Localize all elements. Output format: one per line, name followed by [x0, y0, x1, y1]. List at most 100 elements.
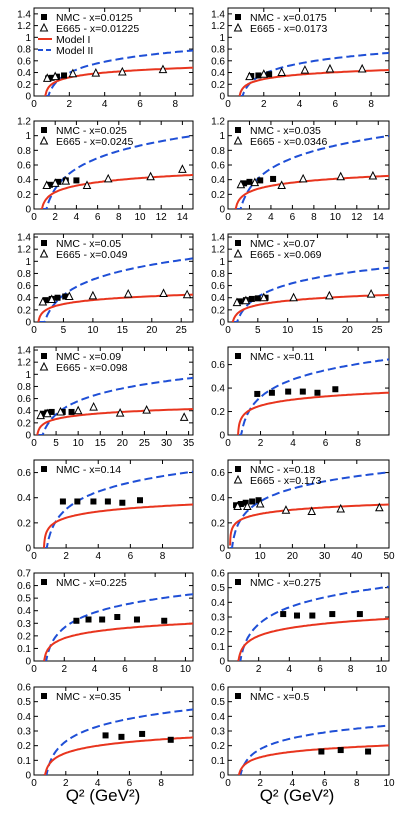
x-tick-label: 6	[95, 212, 101, 223]
nmc-point	[246, 178, 253, 185]
y-tick-label: 1.4	[17, 233, 31, 244]
e665-point	[233, 501, 242, 511]
nmc-point	[102, 732, 109, 739]
y-tick-label: 0.8	[211, 45, 225, 56]
y-tick-label: 0.4	[211, 68, 225, 79]
nmc-point	[254, 295, 261, 302]
x-tick-label: 2	[52, 212, 58, 223]
y-tick-label: 0.1	[17, 756, 31, 767]
e665-point	[146, 171, 155, 181]
nmc-point	[270, 175, 277, 182]
x-tick-label: 4	[290, 438, 296, 449]
e665-point	[375, 502, 384, 512]
y-tick-label: 1	[25, 131, 31, 142]
y-tick-label: 0.1	[17, 644, 31, 655]
y-tick-label: 1.4	[17, 346, 31, 357]
x-tick-label: 4	[74, 212, 80, 223]
e665-point	[42, 73, 52, 82]
y-tick-label: 0.4	[211, 493, 225, 504]
y-tick-label: 0.5	[211, 697, 225, 708]
x-tick-label: 2	[63, 778, 69, 789]
plot-frame	[33, 572, 194, 662]
y-tick-label: 0.5	[17, 697, 31, 708]
e665-point	[73, 405, 83, 415]
legend-e665-marker	[39, 248, 49, 258]
legend-e665-label: E665 - x=0.0346	[250, 136, 328, 148]
x-tick-label: 4	[102, 99, 108, 110]
y-tick-label: 1.4	[211, 233, 225, 244]
model-ii-curve	[37, 257, 193, 322]
model-i-curve	[234, 174, 389, 209]
x-axis-title-right: Q² (GeV²)	[259, 786, 335, 805]
nmc-point	[356, 611, 363, 618]
y-tick-label: 0.6	[211, 468, 225, 479]
x-tick-label: 10	[376, 664, 388, 675]
y-tick-label: 0.2	[211, 80, 225, 91]
panel-1: 0 2 4 6 8 00.20.40.60.811.21.4 NMC - x=0.0125E…	[17, 7, 194, 110]
model-ii-curve	[40, 134, 193, 209]
y-tick-label: 0.2	[17, 190, 31, 201]
model-ii-curve	[44, 49, 193, 96]
y-tick-label: 0	[219, 431, 225, 442]
x-tick-label: 30	[161, 438, 173, 449]
x-tick-label: 2	[258, 438, 264, 449]
y-tick-label: 1.4	[211, 9, 225, 20]
legend-e665-marker	[39, 361, 49, 371]
x-tick-label: 4	[287, 664, 293, 675]
e665-point	[65, 291, 74, 301]
e665-point	[123, 288, 133, 298]
legend-nmc-marker	[41, 579, 47, 585]
nmc-point	[48, 408, 55, 415]
x-tick-label: 15	[117, 325, 129, 336]
e665-point	[336, 171, 346, 181]
model-i-curve	[238, 69, 389, 96]
nmc-point	[133, 616, 140, 623]
x-tick-label: 8	[158, 778, 164, 789]
e665-point	[89, 401, 98, 411]
y-tick-label: 0.2	[211, 305, 225, 316]
x-tick-label: 8	[116, 212, 122, 223]
model-i-curve	[237, 617, 389, 661]
x-tick-label: 25	[372, 325, 384, 336]
y-tick-label: 1	[219, 33, 225, 44]
x-tick-label: 0	[225, 664, 231, 675]
nmc-point	[257, 177, 264, 184]
x-tick-label: 0	[225, 438, 231, 449]
x-tick-label: 6	[128, 551, 134, 562]
y-tick-label: 0.6	[211, 161, 225, 172]
nmc-point	[55, 178, 62, 185]
model-ii-curve	[238, 51, 389, 96]
nmc-point	[299, 388, 306, 395]
nmc-point	[241, 180, 248, 187]
x-tick-label: 0	[31, 325, 37, 336]
y-tick-label: 0.6	[211, 360, 225, 371]
legend-e665-label: E665 - x=0.098	[56, 362, 128, 374]
e665-point	[307, 506, 317, 516]
y-tick-label: 0	[219, 544, 225, 555]
x-tick-label: 0	[225, 778, 231, 789]
legend-nmc-label: NMC - x=0.035	[250, 125, 321, 137]
y-tick-label: 0.3	[17, 619, 31, 630]
x-tick-label: 0	[31, 664, 37, 675]
nmc-point	[332, 386, 339, 393]
x-tick-label: 14	[373, 212, 385, 223]
y-tick-label: 1.2	[17, 245, 31, 256]
nmc-point	[255, 497, 262, 504]
legend-nmc-label: NMC - x=0.275	[250, 577, 321, 589]
y-tick-label: 1	[25, 257, 31, 268]
x-tick-label: 8	[354, 778, 360, 789]
y-tick-label: 0.6	[17, 468, 31, 479]
legend-nmc-marker	[235, 127, 241, 133]
y-tick-label: 0.8	[17, 269, 31, 280]
e665-point	[281, 505, 291, 514]
y-tick-label: 0.6	[17, 56, 31, 67]
legend-nmc-marker	[235, 693, 241, 699]
nmc-point	[365, 748, 372, 755]
x-tick-label: 12	[351, 212, 363, 223]
y-tick-label: 0.4	[17, 606, 31, 617]
y-tick-label: 0	[219, 92, 225, 103]
